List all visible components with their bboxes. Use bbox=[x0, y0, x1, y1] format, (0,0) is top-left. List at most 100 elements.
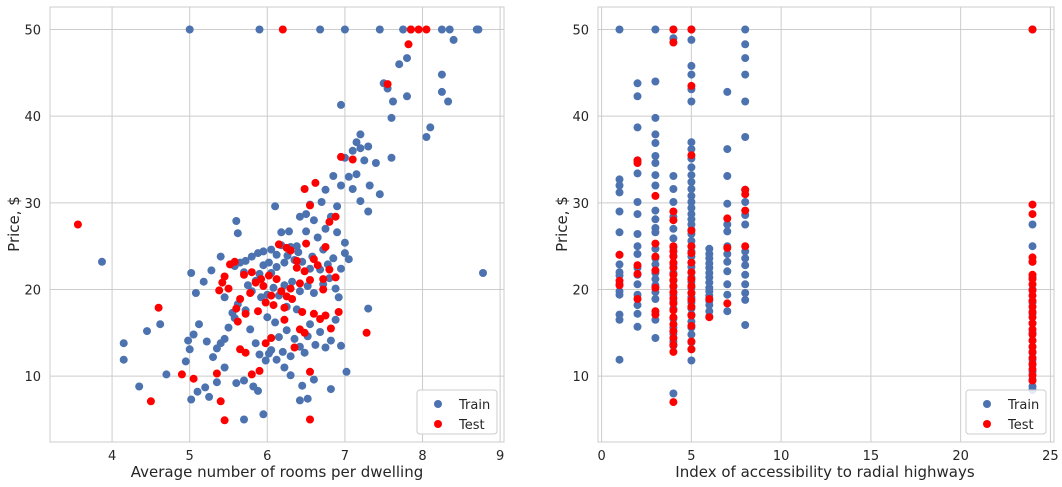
train-point bbox=[271, 202, 280, 211]
test-point bbox=[404, 40, 413, 49]
x-tick-label: 9 bbox=[496, 449, 504, 464]
test-point bbox=[669, 347, 678, 356]
test-point bbox=[247, 370, 256, 379]
test-point bbox=[1028, 280, 1037, 289]
y-tick-label: 30 bbox=[572, 197, 589, 212]
test-point bbox=[286, 246, 295, 255]
test-point bbox=[1028, 25, 1037, 34]
test-point bbox=[259, 282, 268, 290]
test-point bbox=[177, 370, 186, 379]
x-tick-label: 15 bbox=[863, 449, 880, 464]
train-point bbox=[243, 281, 252, 290]
legend: Train Test bbox=[965, 389, 1047, 435]
train-point bbox=[321, 185, 330, 194]
test-point bbox=[325, 265, 334, 274]
train-point bbox=[615, 188, 624, 197]
train-point bbox=[290, 334, 299, 343]
train-point bbox=[337, 264, 345, 273]
test-point bbox=[257, 275, 266, 284]
train-point bbox=[669, 198, 678, 206]
train-point bbox=[633, 301, 642, 310]
test-point bbox=[669, 320, 678, 329]
test-point bbox=[306, 367, 314, 376]
test-point bbox=[669, 263, 678, 272]
train-point bbox=[1028, 242, 1037, 251]
test-point bbox=[669, 276, 678, 284]
train-point bbox=[651, 206, 660, 215]
test-point bbox=[687, 275, 696, 284]
test-point bbox=[306, 201, 314, 210]
test-point bbox=[319, 275, 328, 284]
test-point bbox=[687, 311, 696, 320]
train-point bbox=[202, 337, 211, 346]
train-point bbox=[356, 144, 365, 153]
train-point bbox=[615, 175, 624, 184]
test-point bbox=[261, 339, 270, 348]
test-point bbox=[321, 311, 330, 320]
test-point bbox=[687, 268, 696, 277]
train-point bbox=[286, 371, 295, 380]
train-point bbox=[277, 228, 286, 237]
x-tick-label: 8 bbox=[418, 449, 426, 464]
train-point bbox=[723, 172, 732, 180]
train-point bbox=[687, 163, 696, 172]
train-point bbox=[333, 202, 342, 211]
test-point bbox=[741, 190, 750, 199]
x-tick-label: 5 bbox=[186, 449, 194, 464]
train-point bbox=[741, 321, 750, 329]
test-point bbox=[1028, 319, 1037, 328]
train-point bbox=[340, 249, 349, 258]
train-point bbox=[288, 277, 297, 286]
train-point bbox=[651, 334, 660, 342]
train-point bbox=[224, 323, 233, 332]
test-point bbox=[348, 155, 357, 164]
test-point bbox=[261, 298, 270, 307]
train-point bbox=[251, 339, 260, 348]
test-point bbox=[298, 308, 307, 316]
train-point bbox=[651, 139, 660, 147]
test-point bbox=[309, 309, 318, 318]
test-point bbox=[669, 313, 678, 322]
train-point bbox=[723, 220, 732, 229]
train-point bbox=[280, 363, 289, 372]
train-point bbox=[295, 212, 304, 221]
test-point bbox=[687, 249, 696, 258]
train-point bbox=[633, 169, 642, 178]
train-point bbox=[274, 333, 283, 342]
y-axis-label: Price, $ bbox=[553, 196, 571, 252]
test-point bbox=[319, 285, 328, 294]
train-point bbox=[403, 92, 411, 101]
train-point bbox=[741, 40, 750, 49]
train-point bbox=[255, 25, 264, 34]
test-point bbox=[633, 295, 642, 303]
train-point bbox=[162, 370, 171, 379]
y-tick-label: 40 bbox=[572, 110, 589, 125]
train-point bbox=[329, 254, 338, 263]
train-point bbox=[306, 320, 314, 329]
test-point bbox=[232, 304, 241, 313]
test-point bbox=[687, 345, 696, 354]
train-point bbox=[348, 185, 357, 193]
test-point bbox=[254, 307, 262, 316]
train-point bbox=[240, 376, 248, 385]
test-point bbox=[651, 283, 660, 292]
train-point bbox=[295, 396, 304, 405]
train-point bbox=[185, 25, 194, 34]
x-tick-label: 10 bbox=[773, 449, 790, 464]
test-point bbox=[230, 257, 239, 266]
legend-marker-test bbox=[983, 420, 991, 428]
train-point bbox=[633, 250, 642, 258]
train-point bbox=[329, 172, 338, 180]
train-point bbox=[232, 217, 241, 225]
train-point bbox=[193, 387, 202, 396]
train-point bbox=[209, 353, 217, 362]
test-point bbox=[274, 240, 283, 249]
test-point bbox=[212, 369, 221, 378]
y-tick-label: 20 bbox=[572, 283, 589, 298]
test-point bbox=[306, 415, 314, 424]
legend-marker-train bbox=[434, 400, 442, 408]
test-point bbox=[669, 340, 678, 349]
train-point bbox=[741, 270, 750, 279]
train-point bbox=[364, 207, 373, 216]
train-point bbox=[246, 325, 255, 334]
